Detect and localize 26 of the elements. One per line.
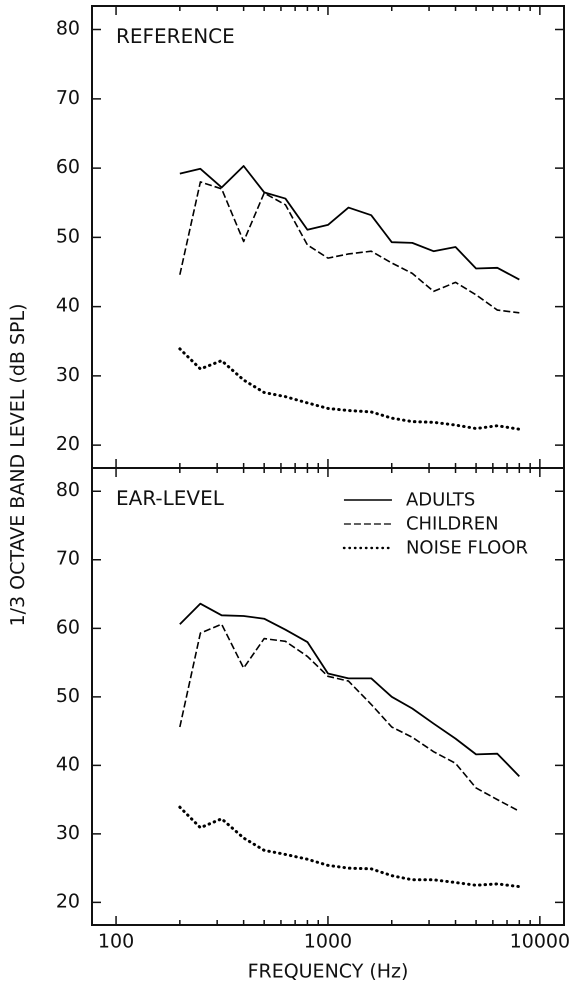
y-tick-label: 20 — [56, 890, 80, 912]
legend-label: NOISE FLOOR — [406, 538, 528, 559]
y-tick-label: 20 — [56, 433, 80, 456]
y-tick-label: 50 — [56, 684, 80, 707]
x-tick-label: 1000 — [304, 930, 352, 952]
line-series — [178, 347, 521, 431]
y-tick-label: 60 — [56, 616, 80, 638]
x-axis-title: FREQUENCY (Hz) — [248, 960, 408, 982]
y-tick-label: 40 — [56, 294, 80, 317]
y-tick-label: 40 — [56, 753, 80, 776]
y-tick-label: 30 — [56, 364, 80, 386]
y-tick-label: 70 — [56, 86, 80, 109]
text: EAR-LEVEL — [116, 486, 225, 510]
y-axis-title: 1/3 OCTAVE BAND LEVEL (dB SPL) — [7, 304, 29, 626]
legend-label: CHILDREN — [406, 514, 499, 535]
line-series — [178, 806, 521, 888]
y-tick-label: 80 — [56, 17, 80, 40]
y-tick-label: 80 — [56, 479, 80, 502]
y-tick-label: 60 — [56, 156, 80, 178]
y-tick-label: 70 — [56, 548, 80, 570]
y-tick-label: 50 — [56, 225, 80, 248]
x-tick-label: 10000 — [510, 930, 570, 952]
legend-label: ADULTS — [406, 490, 476, 511]
text: REFERENCE — [116, 24, 235, 48]
x-tick-label: 100 — [98, 930, 134, 952]
y-tick-label: 30 — [56, 822, 80, 844]
